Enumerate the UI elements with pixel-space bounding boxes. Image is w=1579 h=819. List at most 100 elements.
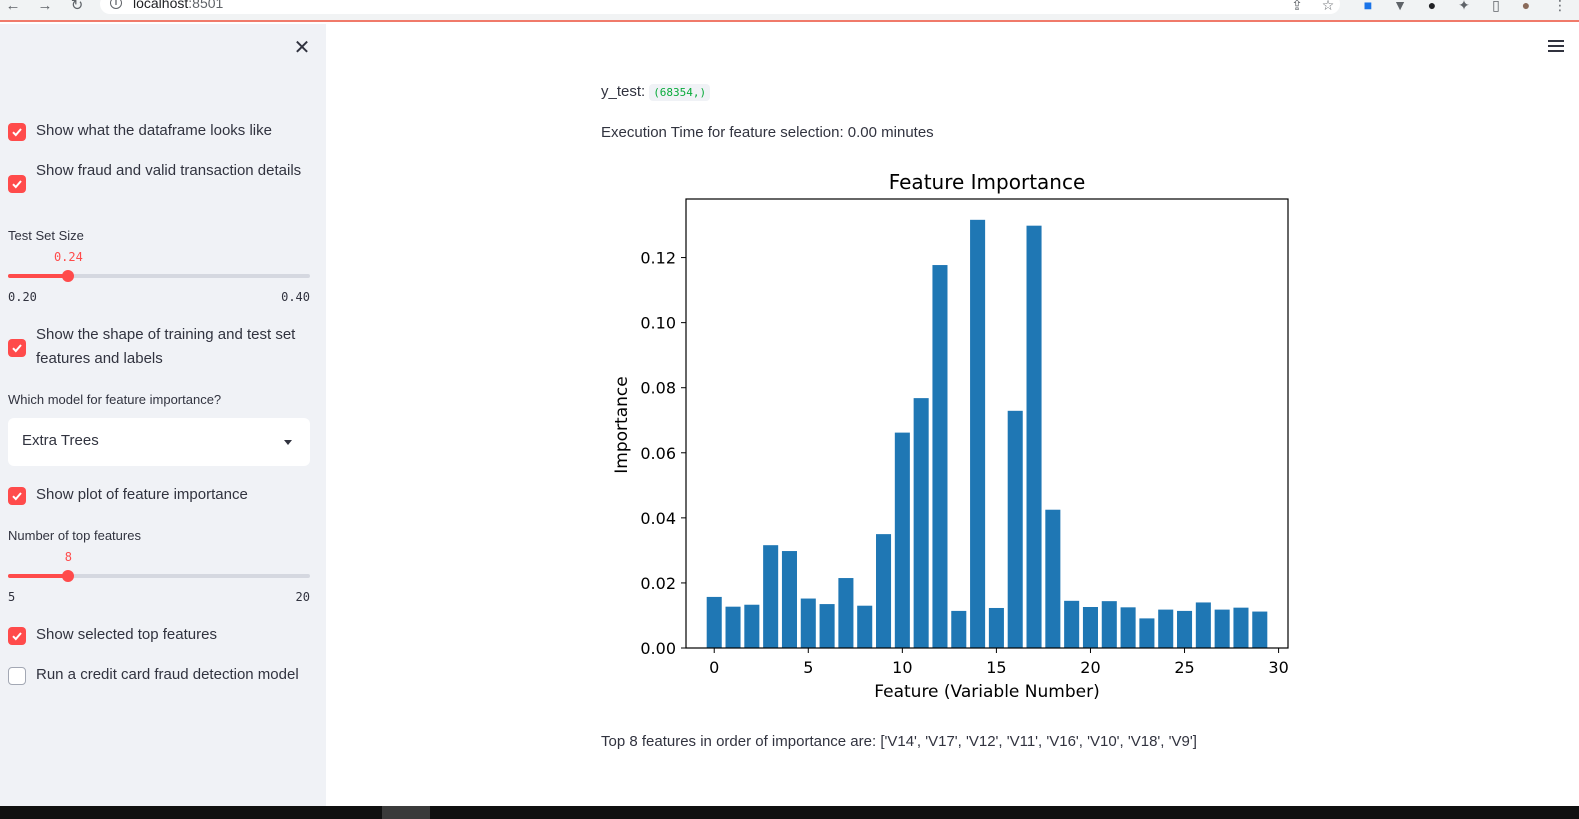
address-bar[interactable]: i localhost:8501	[100, 0, 1340, 14]
y-tick-label: 0.08	[640, 379, 676, 398]
y-axis-label: Importance	[612, 376, 632, 473]
forward-icon[interactable]: →	[37, 0, 53, 14]
model-select-value: Extra Trees	[22, 432, 99, 449]
bar-feature-7	[838, 578, 854, 648]
checkbox-show-plot[interactable]: Show plot of feature importance	[8, 486, 306, 507]
bar-feature-29	[1252, 611, 1268, 648]
sidebar: ✕ Show what the dataframe looks like Sho…	[0, 24, 326, 806]
close-sidebar-icon[interactable]: ✕	[293, 37, 311, 59]
checkbox-label: Show the shape of training and test set …	[36, 326, 296, 367]
bar-feature-28	[1233, 607, 1249, 648]
checkbox-checked-icon[interactable]	[8, 123, 26, 141]
top-features-text: Top 8 features in order of importance ar…	[601, 733, 1197, 750]
bar-feature-22	[1120, 607, 1136, 648]
bar-feature-21	[1101, 601, 1117, 648]
hamburger-menu-icon[interactable]	[1548, 40, 1566, 54]
url-host: localhost	[133, 0, 189, 11]
model-select-label: Which model for feature importance?	[8, 392, 222, 407]
bar-feature-3	[763, 545, 779, 648]
checkbox-checked-icon[interactable]	[8, 627, 26, 645]
feature-importance-chart: Feature Importance 0.00 0.02 0.04 0.06 0.08 0…	[612, 170, 1289, 702]
bar-feature-0	[706, 596, 722, 648]
browser-toolbar: ← → ↻ i localhost:8501 ⇪ ☆ ■ ▼ ● ✦ ▯ ● ⋮	[0, 0, 1579, 22]
top-features-label: Number of top features	[8, 528, 141, 543]
slider-max: 20	[295, 590, 310, 604]
x-tick-label: 20	[1080, 658, 1100, 677]
y-tick-label: 0.10	[640, 314, 676, 333]
back-icon[interactable]: ←	[5, 0, 21, 14]
y-test-label: y_test:	[601, 83, 646, 100]
checkbox-label: Show fraud and valid transaction details	[36, 162, 302, 179]
slider-fill	[8, 274, 69, 278]
execution-time-text: Execution Time for feature selection: 0.…	[601, 124, 934, 141]
bar-feature-1	[725, 606, 741, 648]
extension-circle-icon[interactable]: ●	[1427, 0, 1437, 13]
slider-value: 0.24	[53, 250, 83, 264]
y-test-shape: (68354,)	[649, 84, 711, 101]
checkbox-checked-icon[interactable]	[8, 339, 26, 357]
y-tick-label: 0.12	[640, 249, 676, 268]
checkbox-label: Show plot of feature importance	[36, 486, 248, 503]
x-tick-label: 15	[986, 658, 1006, 677]
reload-icon[interactable]: ↻	[70, 0, 84, 14]
bar-feature-27	[1214, 609, 1230, 648]
share-icon[interactable]: ⇪	[1291, 0, 1303, 13]
bar-feature-20	[1082, 607, 1098, 648]
taskbar-item[interactable]	[382, 806, 430, 819]
slider-value: 8	[64, 550, 72, 564]
extension-icon[interactable]: ■	[1363, 0, 1373, 13]
y-tick-label: 0.06	[640, 444, 676, 463]
slider-thumb[interactable]	[62, 270, 75, 282]
checkbox-label: Show selected top features	[36, 626, 217, 643]
checkbox-show-dataframe[interactable]: Show what the dataframe looks like	[8, 122, 306, 143]
bar-feature-13	[951, 610, 967, 648]
chrome-menu-icon[interactable]: ⋮	[1553, 0, 1567, 13]
bar-feature-19	[1064, 600, 1080, 648]
checkbox-show-top-features[interactable]: Show selected top features	[8, 626, 306, 647]
checkbox-run-model[interactable]: Run a credit card fraud detection model	[8, 666, 306, 687]
bar-feature-12	[932, 265, 948, 648]
y-test-line: y_test: (68354,)	[601, 83, 711, 101]
slider-fill	[8, 574, 69, 578]
profile-avatar[interactable]: ●	[1521, 0, 1531, 13]
test-size-label: Test Set Size	[8, 228, 84, 243]
chart-title: Feature Importance	[889, 170, 1086, 194]
checkbox-show-shape[interactable]: Show the shape of training and test set …	[8, 326, 306, 371]
x-tick-label: 30	[1268, 658, 1288, 677]
model-select[interactable]: Extra Trees	[8, 418, 310, 466]
slider-track[interactable]	[8, 274, 310, 278]
slider-thumb[interactable]	[62, 570, 75, 582]
bar-feature-11	[913, 398, 929, 648]
checkbox-unchecked-icon[interactable]	[8, 667, 26, 685]
checkbox-checked-icon[interactable]	[8, 487, 26, 505]
extension-filter-icon[interactable]: ▼	[1393, 0, 1407, 13]
bar-feature-26	[1195, 602, 1211, 648]
bookmark-star-icon[interactable]: ☆	[1321, 0, 1335, 13]
slider-max: 0.40	[281, 290, 310, 304]
checkbox-show-fraud-details[interactable]: Show fraud and valid transaction details	[8, 162, 306, 193]
bar-feature-25	[1177, 610, 1193, 648]
x-tick-label: 0	[709, 658, 719, 677]
slider-track[interactable]	[8, 574, 310, 578]
slider-min: 0.20	[8, 290, 37, 304]
bar-feature-17	[1026, 225, 1042, 648]
test-size-slider[interactable]: 0.24 0.20 0.40	[8, 248, 310, 304]
plot-frame	[685, 198, 1289, 649]
site-info-icon[interactable]: i	[110, 0, 122, 9]
y-tick-label: 0.02	[640, 574, 676, 593]
checkbox-label: Show what the dataframe looks like	[36, 122, 272, 139]
x-axis-label: Feature (Variable Number)	[874, 682, 1099, 702]
x-tick-label: 10	[892, 658, 912, 677]
bar-feature-4	[781, 551, 797, 648]
top-features-slider[interactable]: 8 5 20	[8, 548, 310, 604]
caret-down-icon[interactable]	[284, 440, 292, 445]
checkbox-checked-icon[interactable]	[8, 175, 26, 193]
bar-feature-8	[857, 605, 873, 648]
bar-feature-24	[1158, 609, 1174, 648]
bar-feature-15	[988, 607, 1004, 648]
y-tick-label: 0.04	[640, 509, 676, 528]
puzzle-icon[interactable]: ✦	[1458, 0, 1470, 13]
bar-feature-16	[1007, 410, 1023, 648]
bar-feature-5	[800, 598, 816, 648]
side-panel-icon[interactable]: ▯	[1492, 0, 1500, 13]
